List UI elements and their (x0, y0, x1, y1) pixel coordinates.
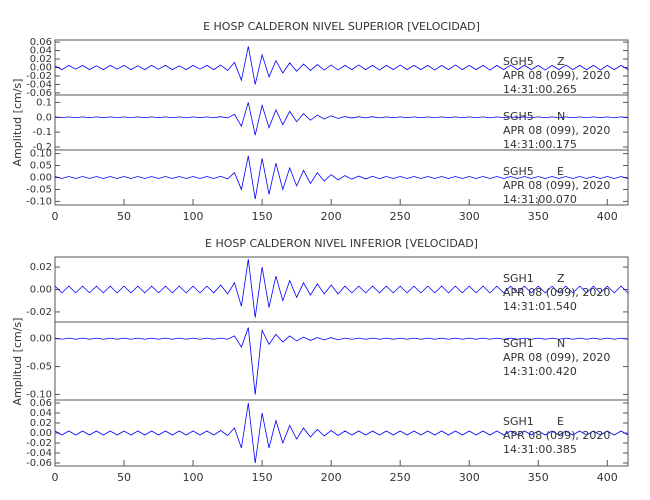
date: APR 08 (099), 2020 (503, 124, 610, 137)
trace (54, 402, 629, 464)
component: Z (557, 55, 565, 68)
y-tick-label: -0.2 (32, 142, 52, 153)
trace (54, 46, 629, 85)
y-tick-label: -0.1 (32, 127, 52, 138)
y-tick-label: 0.04 (30, 408, 52, 419)
y-tick-label: 0.00 (30, 63, 52, 74)
y-tick-label: -0.05 (26, 362, 52, 373)
x-tick-label: 200 (321, 210, 342, 223)
y-tick-label: -0.10 (26, 196, 52, 207)
y-tick-label: 0.00 (30, 334, 52, 345)
date: APR 08 (099), 2020 (503, 351, 610, 364)
y-tick-label: -0.10 (26, 389, 52, 400)
x-tick-label: 250 (390, 471, 411, 484)
x-tick-label: 0 (52, 210, 59, 223)
y-tick-label: -0.04 (26, 79, 52, 90)
y-tick-label: 0.00 (30, 428, 52, 439)
x-tick-label: 400 (597, 210, 618, 223)
x-tick-label: 250 (390, 210, 411, 223)
y-tick-label: 0.00 (30, 285, 52, 296)
y-tick-label: -0.06 (26, 88, 52, 99)
y-axis-label: Amplitud [cm/s] (11, 318, 24, 406)
y-tick-label: 0.06 (30, 37, 52, 48)
y-tick-label: 0.04 (30, 46, 52, 57)
y-tick-label: 0.06 (30, 398, 52, 409)
x-tick-label: 300 (459, 210, 480, 223)
date: APR 08 (099), 2020 (503, 69, 610, 82)
time: 14:31:00.420 (503, 365, 577, 378)
x-tick-label: 150 (252, 210, 273, 223)
station: SGH1 (503, 272, 534, 285)
time: 14:31:01.540 (503, 300, 577, 313)
x-tick-label: 100 (183, 471, 204, 484)
y-tick-label: -0.02 (26, 438, 52, 449)
y-tick-label: 0.0 (36, 112, 52, 123)
x-tick-label: 300 (459, 471, 480, 484)
x-tick-label: 350 (528, 210, 549, 223)
y-tick-label: -0.05 (26, 184, 52, 195)
y-tick-label: -0.02 (26, 307, 52, 318)
y-tick-label: 0.05 (30, 161, 52, 172)
time: 14:31:00.070 (503, 193, 577, 206)
y-tick-label: 0.00 (30, 173, 52, 184)
x-tick-label: 0 (52, 471, 59, 484)
station: SGH5 (503, 165, 534, 178)
station: SGH5 (503, 55, 534, 68)
x-tick-label: 100 (183, 210, 204, 223)
component: N (557, 337, 565, 350)
y-tick-label: 0.02 (30, 418, 52, 429)
trace (54, 259, 629, 318)
x-tick-label: 350 (528, 471, 549, 484)
component: Z (557, 272, 565, 285)
date: APR 08 (099), 2020 (503, 286, 610, 299)
component: E (557, 415, 564, 428)
x-tick-label: 400 (597, 471, 618, 484)
station: SGH1 (503, 337, 534, 350)
chart-title: E HOSP CALDERON NIVEL SUPERIOR [VELOCIDA… (203, 20, 480, 33)
trace (54, 155, 629, 200)
component: N (557, 110, 565, 123)
x-tick-label: 200 (321, 471, 342, 484)
chart-title: E HOSP CALDERON NIVEL INFERIOR [VELOCIDA… (205, 237, 478, 250)
y-tick-label: 0.02 (30, 54, 52, 65)
y-tick-label: -0.06 (26, 458, 52, 469)
component: E (557, 165, 564, 178)
y-tick-label: 0.1 (36, 97, 52, 108)
x-tick-label: 50 (117, 471, 131, 484)
y-axis-label: Amplitud [cm/s] (11, 79, 24, 167)
station: SGH5 (503, 110, 534, 123)
time: 14:31:00.265 (503, 83, 577, 96)
y-tick-label: 0.10 (30, 149, 52, 160)
y-tick-label: -0.02 (26, 71, 52, 82)
y-tick-label: -0.04 (26, 448, 52, 459)
time: 14:31:00.175 (503, 138, 577, 151)
time: 14:31:00.385 (503, 443, 577, 456)
x-tick-label: 150 (252, 471, 273, 484)
x-tick-label: 50 (117, 210, 131, 223)
y-tick-label: 0.02 (30, 262, 52, 273)
station: SGH1 (503, 415, 534, 428)
trace (54, 327, 629, 395)
date: APR 08 (099), 2020 (503, 429, 610, 442)
date: APR 08 (099), 2020 (503, 179, 610, 192)
trace (54, 102, 629, 136)
